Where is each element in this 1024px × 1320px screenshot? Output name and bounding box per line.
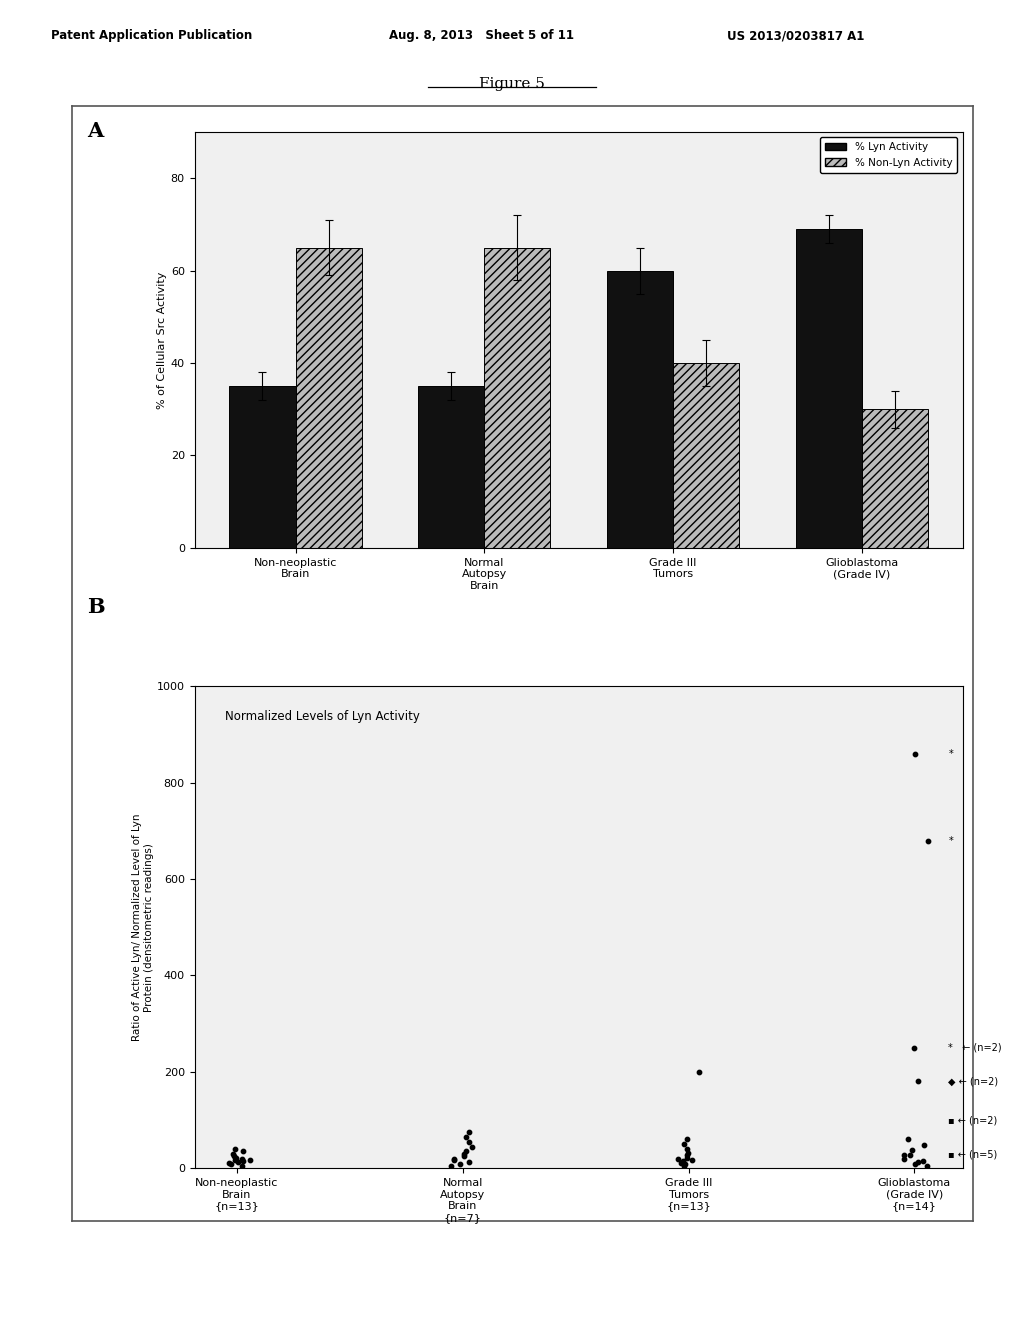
Bar: [484, 248, 550, 548]
Point: [445, 1148, 462, 1170]
Point: [676, 1134, 692, 1155]
Point: [456, 1146, 472, 1167]
Text: Aug. 8, 2013   Sheet 5 of 11: Aug. 8, 2013 Sheet 5 of 11: [389, 29, 574, 42]
Point: [680, 1142, 696, 1163]
Text: *   ← (n=2): * ← (n=2): [948, 1043, 1002, 1053]
Point: [677, 1154, 693, 1175]
Point: [906, 1154, 923, 1175]
Point: [458, 1140, 474, 1162]
Point: [442, 1155, 459, 1176]
Bar: [796, 230, 861, 548]
Point: [684, 1148, 700, 1170]
Point: [226, 1150, 243, 1171]
Point: [679, 1129, 695, 1150]
Point: [224, 1143, 241, 1164]
Text: Normalized Levels of Lyn Activity: Normalized Levels of Lyn Activity: [225, 710, 420, 723]
Point: [919, 1155, 935, 1176]
Bar: [607, 271, 673, 548]
Point: [452, 1154, 468, 1175]
Point: [461, 1152, 477, 1173]
Point: [673, 1152, 689, 1173]
Point: [461, 1131, 477, 1152]
Point: [896, 1144, 912, 1166]
Point: [461, 1122, 477, 1143]
Text: *: *: [948, 836, 953, 846]
Text: US 2013/0203817 A1: US 2013/0203817 A1: [727, 29, 864, 42]
Bar: [229, 387, 296, 548]
Point: [234, 1155, 251, 1176]
Point: [228, 1147, 245, 1168]
Point: [676, 1155, 692, 1176]
Point: [464, 1137, 480, 1158]
Point: [907, 743, 924, 764]
Point: [234, 1140, 251, 1162]
Point: [691, 1061, 708, 1082]
Point: [909, 1152, 926, 1173]
Point: [916, 1134, 933, 1155]
Point: [915, 1151, 932, 1172]
Y-axis label: Ratio of Active Lyn/ Normalized Level of Lyn
Protein (densitometric readings): Ratio of Active Lyn/ Normalized Level of…: [132, 813, 154, 1041]
Point: [227, 1138, 244, 1159]
Point: [445, 1150, 462, 1171]
Text: ▪ ← (n=5): ▪ ← (n=5): [948, 1150, 997, 1160]
Bar: [296, 248, 361, 548]
Point: [230, 1152, 247, 1173]
Point: [456, 1143, 472, 1164]
Point: [909, 1071, 926, 1092]
Point: [670, 1148, 686, 1170]
Text: B: B: [87, 597, 104, 616]
Point: [901, 1144, 918, 1166]
Point: [679, 1138, 695, 1159]
Point: [234, 1151, 251, 1172]
Point: [233, 1148, 250, 1170]
Text: A: A: [87, 121, 103, 141]
Text: ◆ ← (n=2): ◆ ← (n=2): [948, 1077, 998, 1086]
Bar: [418, 387, 484, 548]
Y-axis label: % of Cellular Src Activity: % of Cellular Src Activity: [157, 271, 167, 409]
Point: [675, 1151, 691, 1172]
Text: *: *: [948, 748, 953, 759]
Point: [225, 1146, 242, 1167]
Point: [896, 1148, 912, 1170]
Point: [223, 1154, 240, 1175]
Bar: [861, 409, 928, 548]
Bar: [673, 363, 739, 548]
Point: [221, 1152, 238, 1173]
Point: [458, 1126, 474, 1147]
Point: [242, 1148, 258, 1170]
Point: [679, 1144, 695, 1166]
Point: [899, 1129, 915, 1150]
Text: Figure 5: Figure 5: [479, 77, 545, 91]
Legend: % Lyn Activity, % Non-Lyn Activity: % Lyn Activity, % Non-Lyn Activity: [820, 137, 957, 173]
Point: [906, 1038, 923, 1059]
Point: [679, 1147, 695, 1168]
Text: ▪ ← (n=2): ▪ ← (n=2): [948, 1115, 997, 1125]
Point: [920, 830, 936, 851]
Point: [904, 1139, 921, 1160]
Text: Patent Application Publication: Patent Application Publication: [51, 29, 253, 42]
